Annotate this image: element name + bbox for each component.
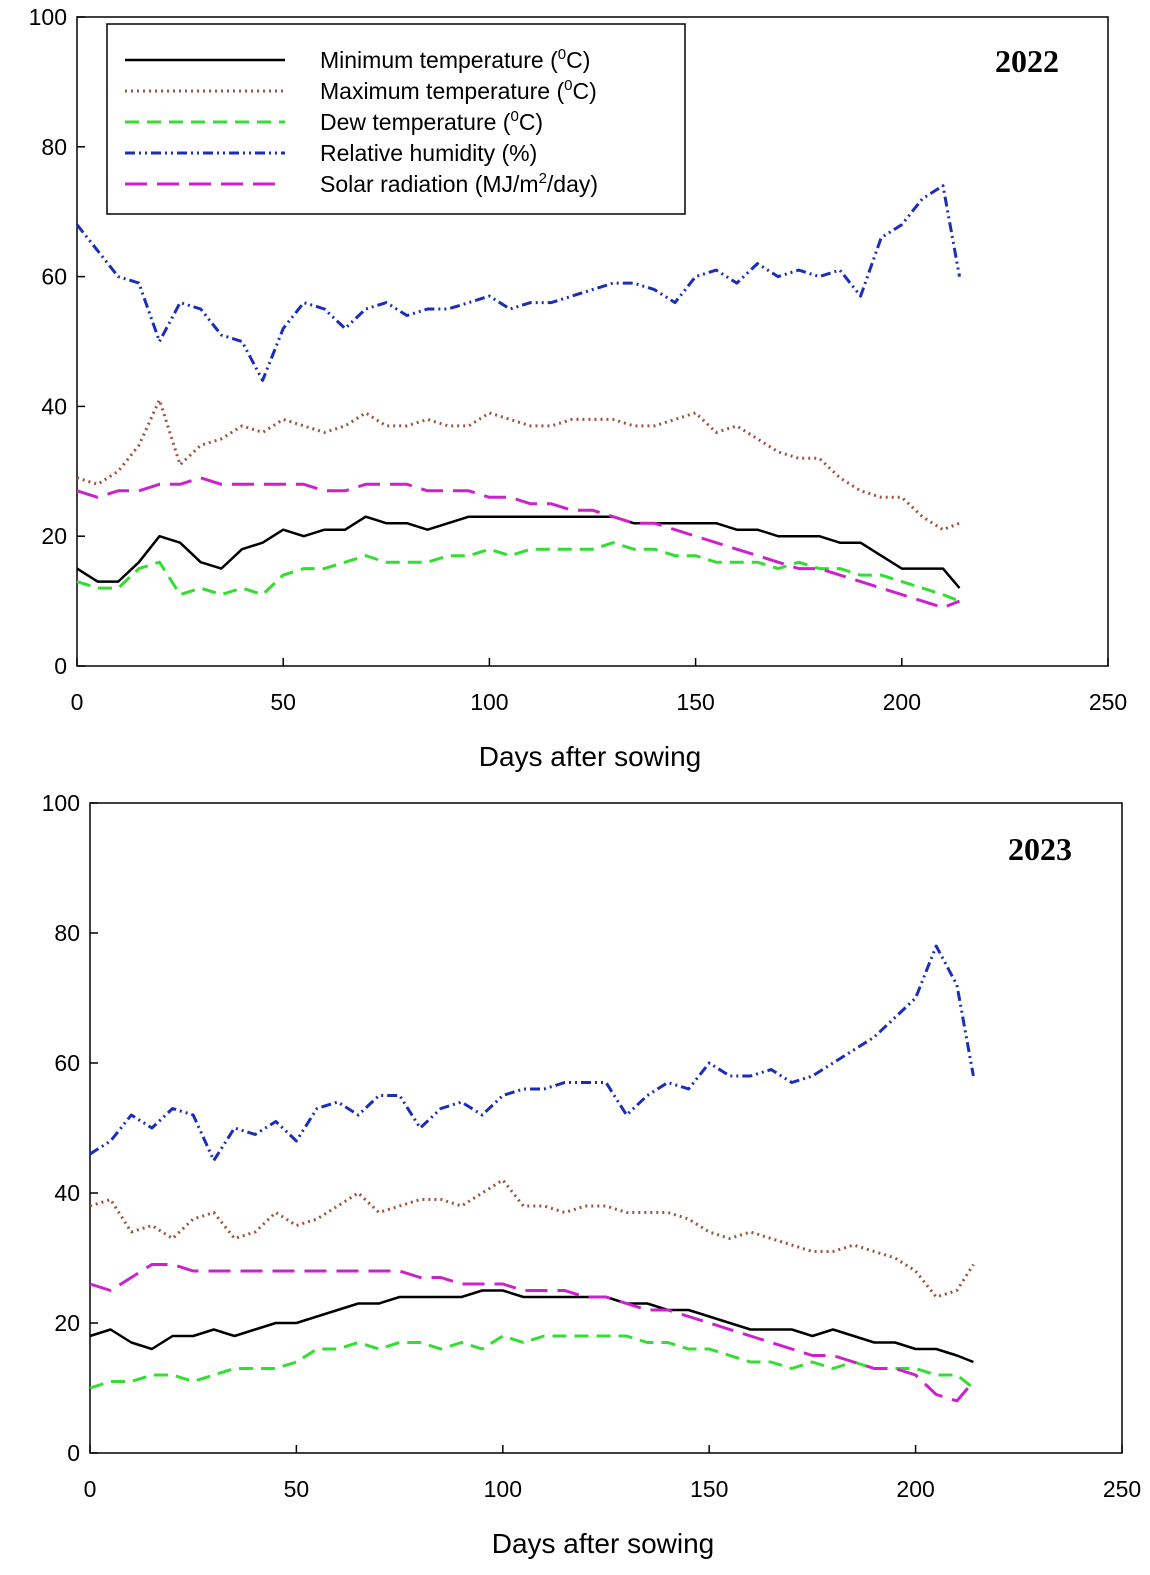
y-axis-2023: 0 20 40 60 80 100 (42, 790, 98, 1466)
plot-area-2023 (89, 802, 1123, 1454)
legend-label: Dew temperature (0C) (320, 108, 543, 135)
x-tick-label: 200 (883, 689, 921, 715)
x-tick-label: 250 (1103, 1476, 1141, 1502)
x-axis-2023: 0 50 100 150 200 250 (84, 1445, 1141, 1502)
x-tick-label: 100 (484, 1476, 522, 1502)
year-label: 2022 (995, 43, 1059, 79)
series-line-relative-humidity (89, 944, 975, 1162)
legend-label-text: /day) (547, 171, 598, 197)
legend-label: Solar radiation (MJ/m2/day) (320, 170, 598, 197)
y-tick-label: 20 (41, 523, 67, 549)
chart-2023: 0 20 40 60 80 100 0 50 100 150 200 250 Days after … (42, 790, 1142, 1559)
legend-label-text: Dew temperature ( (320, 109, 511, 135)
legend: Minimum temperature (0C)Maximum temperat… (106, 23, 686, 215)
legend-label-text: Maximum temperature ( (320, 78, 564, 104)
series-line-dew-temperature-0c (89, 1334, 975, 1390)
y-tick-label: 100 (29, 4, 67, 30)
series-line-maximum-temperature-0c (76, 398, 961, 532)
x-tick-label: 0 (71, 689, 84, 715)
series-line-solar-radiation-mj-m2-day (76, 476, 961, 610)
y-tick-label: 40 (41, 393, 67, 419)
x-tick-label: 50 (270, 689, 296, 715)
legend-label-text: C) (572, 78, 596, 104)
year-label: 2023 (1008, 831, 1072, 867)
legend-frame (106, 23, 686, 215)
x-axis-2022: 0 50 100 150 200 250 (71, 658, 1127, 715)
legend-label-text: Minimum temperature ( (320, 47, 558, 73)
y-tick-label: 0 (54, 653, 67, 679)
legend-label-text: Solar radiation (MJ/m (320, 171, 539, 197)
legend-label: Minimum temperature (0C) (320, 46, 590, 73)
x-tick-label: 150 (690, 1476, 728, 1502)
plot-area-2022 (76, 16, 1109, 667)
legend-items: Minimum temperature (0C)Maximum temperat… (125, 46, 598, 197)
x-tick-label: 50 (284, 1476, 310, 1502)
series-2023 (89, 944, 975, 1403)
y-tick-label: 100 (42, 790, 80, 816)
y-tick-label: 80 (54, 920, 80, 946)
y-tick-label: 60 (41, 264, 67, 290)
series-2022 (75, 184, 961, 610)
series-line-relative-humidity (75, 184, 961, 382)
y-tick-label: 60 (54, 1050, 80, 1076)
plot-frame (89, 802, 1123, 1454)
series-line-maximum-temperature-0c (89, 1178, 975, 1299)
legend-label-superscript: 0 (558, 46, 566, 63)
plot-frame (76, 16, 1109, 667)
x-tick-label: 0 (84, 1476, 97, 1502)
legend-label-superscript: 0 (564, 77, 572, 94)
legend-label: Relative humidity (%) (320, 140, 537, 166)
legend-label-text: Relative humidity (%) (320, 140, 537, 166)
legend-label: Maximum temperature (0C) (320, 77, 597, 104)
y-tick-label: 40 (54, 1180, 80, 1206)
series-line-dew-temperature-0c (76, 541, 961, 603)
legend-label-text: C) (566, 47, 590, 73)
x-axis-title: Days after sowing (479, 741, 702, 772)
series-line-minimum-temperature-0c (89, 1289, 974, 1364)
x-tick-label: 150 (676, 689, 714, 715)
series-line-solar-radiation-mj-m2-day (89, 1263, 975, 1403)
legend-label-text: C) (519, 109, 543, 135)
x-tick-label: 100 (470, 689, 508, 715)
y-axis-2022: 0 20 40 60 80 100 (29, 4, 85, 679)
y-tick-label: 80 (41, 134, 67, 160)
y-tick-label: 0 (67, 1440, 80, 1466)
x-tick-label: 250 (1089, 689, 1127, 715)
legend-label-superscript: 0 (510, 108, 518, 125)
x-tick-label: 200 (896, 1476, 934, 1502)
legend-label-superscript: 2 (539, 170, 547, 187)
series-line-minimum-temperature-0c (76, 515, 961, 589)
y-tick-label: 20 (54, 1310, 80, 1336)
x-axis-title: Days after sowing (492, 1528, 715, 1559)
